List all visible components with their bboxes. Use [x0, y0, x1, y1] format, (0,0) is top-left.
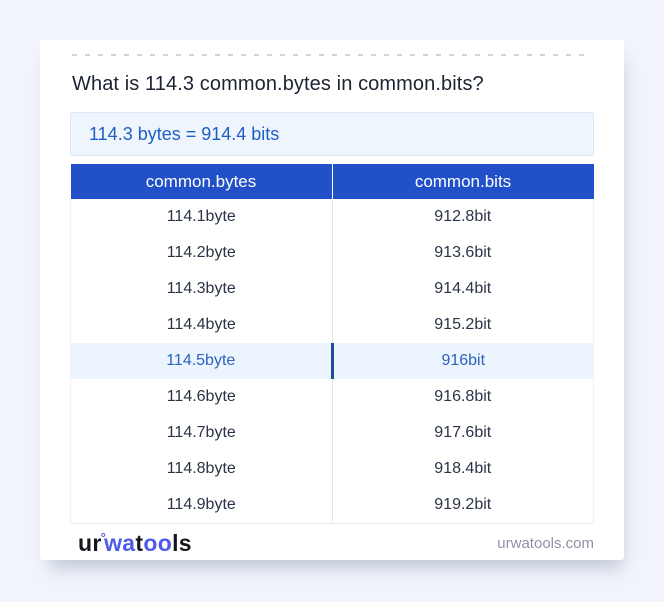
bits-cell[interactable]: 918.4bit [434, 460, 492, 477]
bytes-cell[interactable]: 114.6byte [70, 379, 333, 415]
bits-cell[interactable]: 916.8bit [434, 388, 492, 405]
bytes-cell[interactable]: 114.1byte [70, 199, 333, 235]
bits-cell[interactable]: 914.4bit [434, 280, 492, 297]
bits-cell[interactable]: 919.2bit [434, 495, 492, 513]
dashed-divider [72, 54, 592, 56]
logo-segment: oo [143, 529, 173, 556]
logo-segment: wa [104, 529, 136, 556]
bytes-cell[interactable]: 114.3byte [70, 271, 333, 307]
logo-segment: t [135, 529, 144, 556]
table-row[interactable]: 114.7byte 917.6bit [70, 415, 594, 451]
result-box: 114.3 bytes = 914.4 bits [70, 112, 594, 156]
converter-card: What is 114.3 common.bytes in common.bit… [40, 40, 624, 560]
bytes-cell[interactable]: 114.7byte [70, 415, 333, 451]
bytes-cell[interactable]: 114.8byte [70, 451, 333, 487]
column-header-bytes: common.bytes [70, 164, 333, 199]
table-header: common.bytes common.bits [70, 164, 594, 199]
bits-cell[interactable]: 912.8bit [434, 208, 492, 225]
bits-cell[interactable]: 916bit [332, 343, 594, 379]
bits-cell[interactable]: 913.6bit [434, 244, 492, 261]
table-row[interactable]: 114.6byte 916.8bit [70, 379, 594, 415]
bits-cell[interactable]: 915.2bit [434, 316, 492, 333]
page-title: What is 114.3 common.bytes in common.bit… [72, 73, 484, 95]
footer: ur°watools urwatools.com [70, 526, 594, 560]
bytes-cell[interactable]: 114.2byte [70, 235, 333, 271]
table-row[interactable]: 114.8byte 918.4bit [70, 451, 594, 487]
logo-segment: ur [78, 529, 102, 556]
site-url: urwatools.com [497, 534, 594, 552]
table-body: 114.1byte 912.8bit 114.2byte 913.6bit 114.3b… [70, 199, 594, 523]
bytes-cell[interactable]: 114.5byte [70, 343, 334, 379]
table-row[interactable]: 114.5byte 916bit [70, 343, 594, 379]
table-row[interactable]: 114.4byte 915.2bit [70, 307, 594, 343]
bytes-cell[interactable]: 114.4byte [70, 307, 333, 343]
logo-segment: ° [100, 529, 107, 545]
logo-segment: ls [172, 529, 192, 556]
result-text: 114.3 bytes = 914.4 bits [89, 123, 280, 144]
conversion-table: common.bytes common.bits 114.1byte 912.8b… [70, 164, 594, 524]
table-row[interactable]: 114.1byte 912.8bit [70, 199, 594, 235]
logo[interactable]: ur°watools [70, 530, 192, 557]
table-row[interactable]: 114.9byte 919.2bit [70, 487, 594, 523]
bits-cell[interactable]: 917.6bit [434, 424, 492, 441]
column-header-bits: common.bits [332, 164, 594, 199]
table-row[interactable]: 114.3byte 914.4bit [70, 271, 594, 307]
table-row[interactable]: 114.2byte 913.6bit [70, 235, 594, 271]
bytes-cell[interactable]: 114.9byte [70, 487, 333, 523]
